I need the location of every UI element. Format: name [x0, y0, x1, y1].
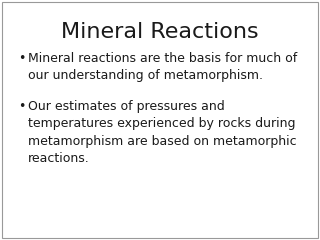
- Text: Our estimates of pressures and
temperatures experienced by rocks during
metamorp: Our estimates of pressures and temperatu…: [28, 100, 297, 166]
- Text: •: •: [18, 100, 25, 113]
- Text: Mineral Reactions: Mineral Reactions: [61, 22, 259, 42]
- Text: •: •: [18, 52, 25, 65]
- Text: Mineral reactions are the basis for much of
our understanding of metamorphism.: Mineral reactions are the basis for much…: [28, 52, 297, 83]
